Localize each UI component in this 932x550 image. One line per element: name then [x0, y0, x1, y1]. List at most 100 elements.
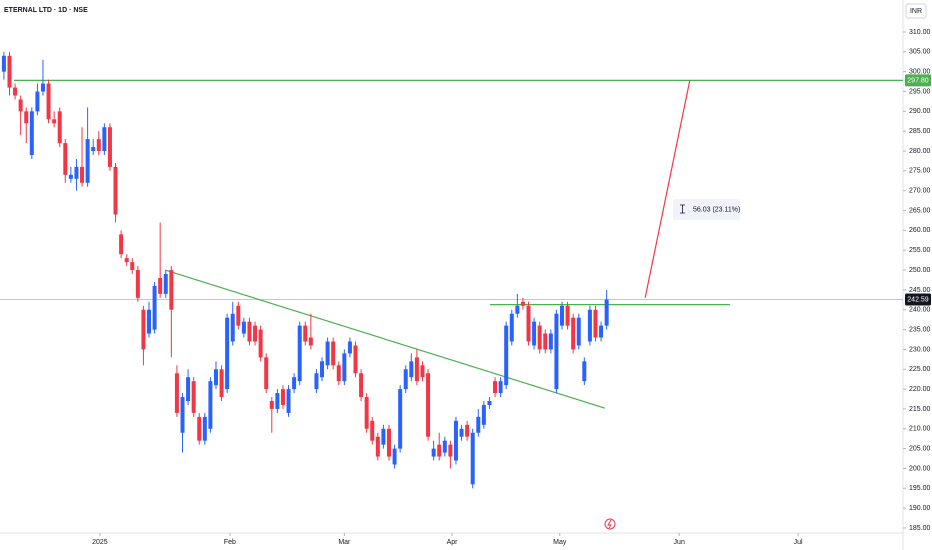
candle-body: [130, 262, 135, 271]
candle-body: [364, 397, 369, 429]
y-tick-label: 230.00: [909, 346, 931, 353]
y-tick-label: 290.00: [909, 108, 931, 115]
candle-body: [386, 428, 391, 457]
candle-body: [342, 353, 347, 382]
candle-body: [303, 325, 308, 342]
candle-body: [46, 83, 51, 120]
candle-body: [604, 299, 609, 326]
candle-body: [286, 389, 291, 413]
candle-body: [119, 234, 124, 255]
candle-body: [18, 99, 23, 112]
chart-title: ETERNAL LTD · 1D · NSE: [4, 7, 88, 14]
candle-body: [504, 325, 509, 386]
y-tick-label: 280.00: [909, 148, 931, 155]
candle-body: [347, 341, 352, 354]
candle-body: [314, 373, 319, 390]
candle-body: [375, 436, 380, 457]
x-tick-label: Jul: [794, 539, 803, 546]
candle-body: [1, 55, 6, 72]
y-tick-label: 215.00: [909, 406, 931, 413]
candle-body: [124, 258, 129, 263]
candle-body: [113, 166, 118, 215]
y-tick-label: 305.00: [909, 49, 931, 56]
candle-body: [487, 401, 492, 405]
candle-body: [225, 317, 230, 390]
y-tick-label: 190.00: [909, 505, 931, 512]
y-tick-label: 220.00: [909, 386, 931, 393]
candle-body: [297, 325, 302, 382]
x-tick-label: Feb: [224, 539, 236, 546]
candle-body: [571, 317, 576, 350]
candle-body: [403, 369, 408, 390]
currency-box[interactable]: [905, 3, 927, 19]
candle-body: [420, 365, 425, 378]
candle-body: [57, 111, 62, 144]
x-tick-label: Jun: [674, 539, 685, 546]
candle-body: [442, 440, 447, 453]
candle-body: [35, 91, 40, 112]
candle-body: [191, 381, 196, 413]
y-tick-label: 225.00: [909, 366, 931, 373]
y-tick-label: 260.00: [909, 227, 931, 234]
candle-body: [582, 361, 587, 382]
candle-body: [414, 357, 419, 382]
y-tick-label: 240.00: [909, 307, 931, 314]
measure-icon: [680, 204, 685, 214]
candle-body: [29, 111, 34, 156]
candle-body: [152, 285, 157, 330]
candle-body: [141, 309, 146, 350]
y-tick-label: 295.00: [909, 88, 931, 95]
candle-body: [437, 444, 442, 457]
candle-body: [174, 373, 179, 413]
candle-body: [459, 428, 464, 437]
candle-body: [68, 174, 73, 179]
candle-body: [548, 333, 553, 350]
candle-body: [308, 337, 313, 346]
candle-body: [213, 369, 218, 386]
candle-body: [498, 381, 503, 394]
x-tick-label: Apr: [447, 539, 459, 546]
candle-body: [381, 428, 386, 445]
candle-body: [96, 139, 101, 152]
candle-body: [158, 278, 163, 294]
currency: INR: [910, 8, 922, 15]
candle-body: [526, 305, 531, 342]
candle-body: [24, 111, 29, 124]
candle-body: [40, 83, 45, 92]
event-icon[interactable]: [604, 518, 616, 530]
candle-body: [208, 381, 213, 429]
candle-body: [520, 301, 525, 306]
candle-body: [292, 377, 297, 390]
candle-body: [370, 420, 375, 441]
candle-body: [197, 416, 202, 441]
candle-body: [275, 393, 280, 409]
last-price-box: [905, 293, 931, 306]
candle-body: [163, 274, 168, 294]
measure-box: [673, 199, 740, 220]
y-tick-label: 265.00: [909, 207, 931, 214]
x-tick-label: 2025: [92, 539, 108, 546]
y-tick-label: 300.00: [909, 69, 931, 76]
candle-body: [359, 373, 364, 398]
target-price-box: [905, 74, 931, 87]
candle-body: [476, 416, 481, 433]
candle-body: [565, 305, 570, 326]
candle-body: [80, 166, 85, 183]
candle-body: [180, 397, 185, 433]
candle-body: [258, 329, 263, 358]
candle-body: [532, 321, 537, 346]
candle-body: [169, 270, 174, 310]
candle-body: [481, 404, 486, 425]
candle-body: [431, 448, 436, 457]
candle-body: [102, 127, 107, 152]
candle-body: [264, 357, 269, 390]
candle-body: [13, 87, 18, 96]
last-price-label: 242.59: [907, 296, 929, 303]
candle-body: [135, 270, 140, 298]
candle-body: [331, 341, 336, 366]
candle-body: [398, 389, 403, 449]
candle-body: [493, 381, 498, 394]
target-price-label: 297.80: [907, 77, 929, 84]
y-tick-label: 210.00: [909, 426, 931, 433]
